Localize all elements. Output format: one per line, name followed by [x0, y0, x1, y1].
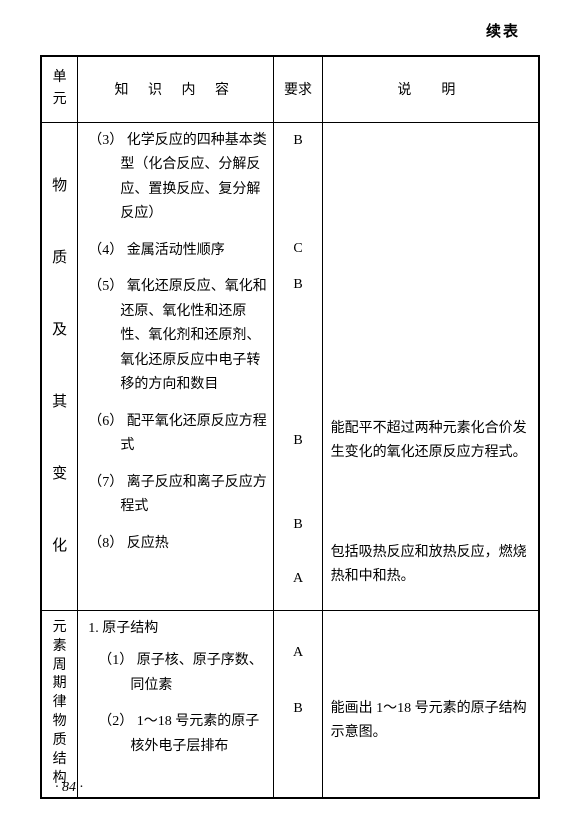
content-cell-2: 1. 原子结构 （1） 原子核、原子序数、同位素 （2） 1～18 号元素的原子…	[78, 610, 274, 797]
section-2-row: 元素周期律 物质结构 1. 原子结构 （1） 原子核、原子序数、同位素 （2） …	[42, 610, 539, 797]
req-cell-1: B C B B B A	[274, 122, 322, 610]
item-2-1: （1） 原子核、原子序数、同位素	[98, 649, 269, 698]
item-5: （5） 氧化还原反应、氧化和还原、氧化性和还原性、氧化剂和还原剂、氧化还原反应中…	[88, 275, 269, 398]
item-8: （8） 反应热	[88, 532, 269, 557]
item-3: （3） 化学反应的四种基本类型（化合反应、分解反应、置换反应、复分解反应）	[88, 129, 269, 227]
header-unit: 单 元	[42, 57, 78, 123]
req-cell-2: A B	[274, 610, 322, 797]
req-6: B	[278, 429, 317, 501]
header-requirement: 要求	[274, 57, 322, 123]
req-5: B	[278, 273, 317, 417]
unit-label-2: 元素周期律 物质结构	[44, 619, 75, 789]
content-cell-1: （3） 化学反应的四种基本类型（化合反应、分解反应、置换反应、复分解反应） （4…	[78, 122, 274, 610]
desc-cell-2: 能画出 1～18 号元素的原子结构示意图。	[322, 610, 538, 797]
unit-cell-1: 物 质 及 其 变 化	[42, 122, 78, 610]
desc-6: 能配平不超过两种元素化合价发生变化的氧化还原反应方程式。	[331, 417, 534, 541]
req-4: C	[278, 237, 317, 262]
header-description: 说 明	[322, 57, 538, 123]
section-1-row: 物 质 及 其 变 化 （3） 化学反应的四种基本类型（化合反应、分解反应、置换…	[42, 122, 539, 610]
table-header-row: 单 元 知 识 内 容 要求 说 明	[42, 57, 539, 123]
req-2-1: A	[278, 641, 317, 685]
req-7: B	[278, 513, 317, 555]
item-2-2: （2） 1～18 号元素的原子核外电子层排布	[98, 710, 269, 759]
item-7: （7） 离子反应和离子反应方程式	[88, 471, 269, 520]
desc-8: 包括吸热反应和放热反应，燃烧热和中和热。	[331, 541, 534, 590]
req-3: B	[278, 129, 317, 225]
item-6: （6） 配平氧化还原反应方程式	[88, 410, 269, 459]
unit-cell-2: 元素周期律 物质结构	[42, 610, 78, 797]
req-2-2: B	[278, 697, 317, 722]
continued-label: 续表	[486, 20, 520, 41]
desc-cell-1: 能配平不超过两种元素化合价发生变化的氧化还原反应方程式。 包括吸热反应和放热反应…	[322, 122, 538, 610]
desc-2-2: 能画出 1～18 号元素的原子结构示意图。	[331, 697, 534, 746]
section2-title: 1. 原子结构	[88, 617, 269, 642]
item-4: （4） 金属活动性顺序	[88, 239, 269, 264]
req-8: A	[278, 567, 317, 592]
unit-label-1: 物 质 及 其 变 化	[46, 168, 73, 564]
main-table: 单 元 知 识 内 容 要求 说 明 物 质 及 其 变 化 （3） 化学反应的…	[40, 55, 540, 799]
page-number: · 84 ·	[55, 780, 83, 796]
header-content: 知 识 内 容	[78, 57, 274, 123]
